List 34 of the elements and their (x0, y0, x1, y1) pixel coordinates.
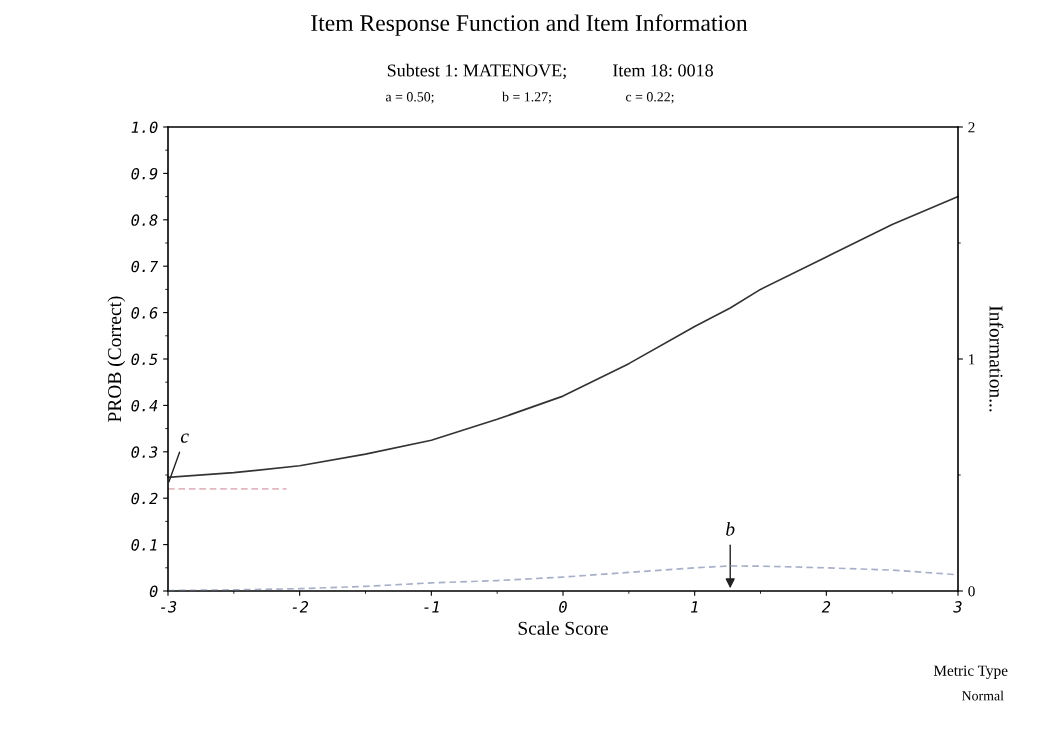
y-tick-label: 0.2 (131, 492, 158, 505)
text: Normal (961, 690, 1004, 701)
text: b = 1.27; (502, 91, 551, 104)
y2-tick-label: 1 (969, 354, 975, 365)
x-tick-label: 1 (690, 601, 698, 613)
y-tick-label: 0.9 (131, 167, 158, 180)
y-tick-label: 0.1 (131, 539, 157, 551)
text: a = 0.50; (385, 92, 434, 104)
y-tick-label: 1.0 (131, 121, 158, 134)
x-tick-label: 3 (953, 601, 962, 613)
x-tick-label: 2 (821, 601, 831, 613)
y-tick-label: 0.3 (131, 446, 158, 458)
x-axis-title: Scale Score (518, 621, 608, 635)
y-tick-label: 0.5 (131, 353, 158, 366)
y2-tick-label: 2 (968, 122, 975, 133)
x-tick-label: 0 (559, 601, 567, 613)
x-tick-label: -1 (424, 601, 439, 613)
annotation: c (180, 433, 189, 443)
text: c = 0.22; (625, 92, 674, 104)
x-tick-label: -3 (161, 601, 177, 613)
annotation: b (726, 521, 735, 536)
y-tick-label: 0 (149, 585, 158, 598)
y-axis-title: PROB (Correct) (107, 296, 126, 422)
chart-subtitle: Subtest 1: MATENOVE; Item 18: 0018 (387, 63, 713, 80)
y-tick-label: 0.7 (131, 260, 159, 273)
x-tick-label: -2 (292, 601, 309, 613)
y2-tick-label: 0 (968, 586, 975, 597)
y-tick-label: 0.4 (131, 399, 158, 412)
y-tick-label: 0.8 (131, 214, 158, 226)
chart-title: Item Response Function and Item Information (311, 14, 748, 36)
text: Metric Type (933, 665, 1008, 679)
y-tick-label: 0.6 (131, 307, 158, 319)
y2-axis-title: Information... (989, 305, 1004, 412)
line-series (167, 195, 959, 479)
